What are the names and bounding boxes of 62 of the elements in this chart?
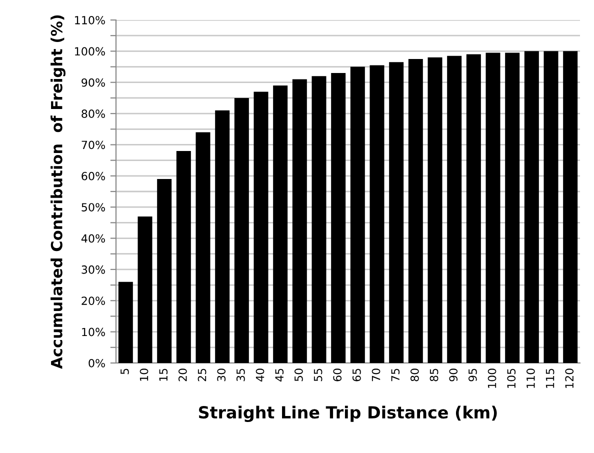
bar — [350, 66, 365, 363]
y-tick-label: 70% — [82, 140, 105, 150]
y-tick-label: 0% — [88, 358, 105, 368]
x-tick-label: 120 — [565, 368, 574, 388]
y-tick-label: 80% — [82, 110, 105, 118]
y-tick-label: 40% — [81, 234, 105, 243]
x-tick-label: 70 — [372, 368, 380, 382]
x-tick-label: 5 — [120, 368, 129, 374]
x-tick-label: 80 — [410, 368, 419, 382]
x-tick-label: 30 — [217, 368, 226, 382]
x-tick-label: 110 — [526, 368, 535, 388]
x-tick-label: 40 — [256, 368, 264, 382]
y-tick-label: 60% — [82, 172, 105, 180]
bar — [273, 85, 288, 363]
x-tick-label: 75 — [391, 368, 400, 382]
x-tick-label: 10 — [140, 368, 148, 381]
y-tick-label: 100% — [75, 47, 105, 56]
x-tick-label: 60 — [333, 368, 342, 382]
x-axis-title: Straight Line Trip Distance (km) — [198, 406, 497, 422]
bar — [176, 150, 191, 363]
x-tick-label: 115 — [546, 368, 554, 388]
x-tick-label: 95 — [468, 368, 477, 382]
y-tick-label: 50% — [82, 203, 105, 212]
bar — [408, 58, 423, 363]
bar — [215, 110, 230, 363]
x-tick-label: 90 — [449, 368, 458, 382]
bar — [428, 57, 442, 363]
y-tick-label: 30% — [82, 265, 105, 274]
x-tick-label: 100 — [488, 368, 496, 388]
y-tick-label: 20% — [82, 296, 105, 306]
x-tick-label: 20 — [178, 368, 187, 382]
y-axis-title: Accumulated Contribution of Freight (%) — [50, 15, 66, 369]
bar — [196, 132, 210, 363]
bar — [544, 51, 558, 363]
y-tick-label: 90% — [82, 78, 105, 87]
bar — [157, 179, 172, 363]
bar — [466, 54, 481, 363]
bar — [524, 51, 539, 363]
bar — [505, 52, 520, 363]
x-tick-label: 15 — [159, 368, 168, 381]
x-tick-label: 35 — [236, 368, 245, 382]
bar — [389, 62, 404, 363]
bar — [447, 56, 462, 363]
x-tick-label: 65 — [352, 368, 361, 382]
bar — [118, 282, 133, 363]
bar — [563, 51, 578, 363]
x-tick-label: 105 — [507, 368, 516, 388]
bar — [138, 216, 152, 363]
bar — [234, 98, 249, 363]
x-tick-label: 55 — [314, 368, 322, 382]
x-tick-label: 50 — [294, 368, 303, 382]
y-tick-label: 110% — [75, 16, 105, 24]
bar — [292, 79, 307, 363]
bar — [254, 92, 268, 363]
bar — [312, 76, 326, 363]
bar — [486, 52, 500, 363]
x-tick-label: 45 — [275, 368, 284, 382]
bar — [331, 73, 346, 363]
x-tick-label: 25 — [198, 368, 206, 382]
x-tick-label: 85 — [430, 368, 438, 382]
y-tick-label: 10% — [82, 328, 105, 336]
bar — [370, 65, 384, 363]
